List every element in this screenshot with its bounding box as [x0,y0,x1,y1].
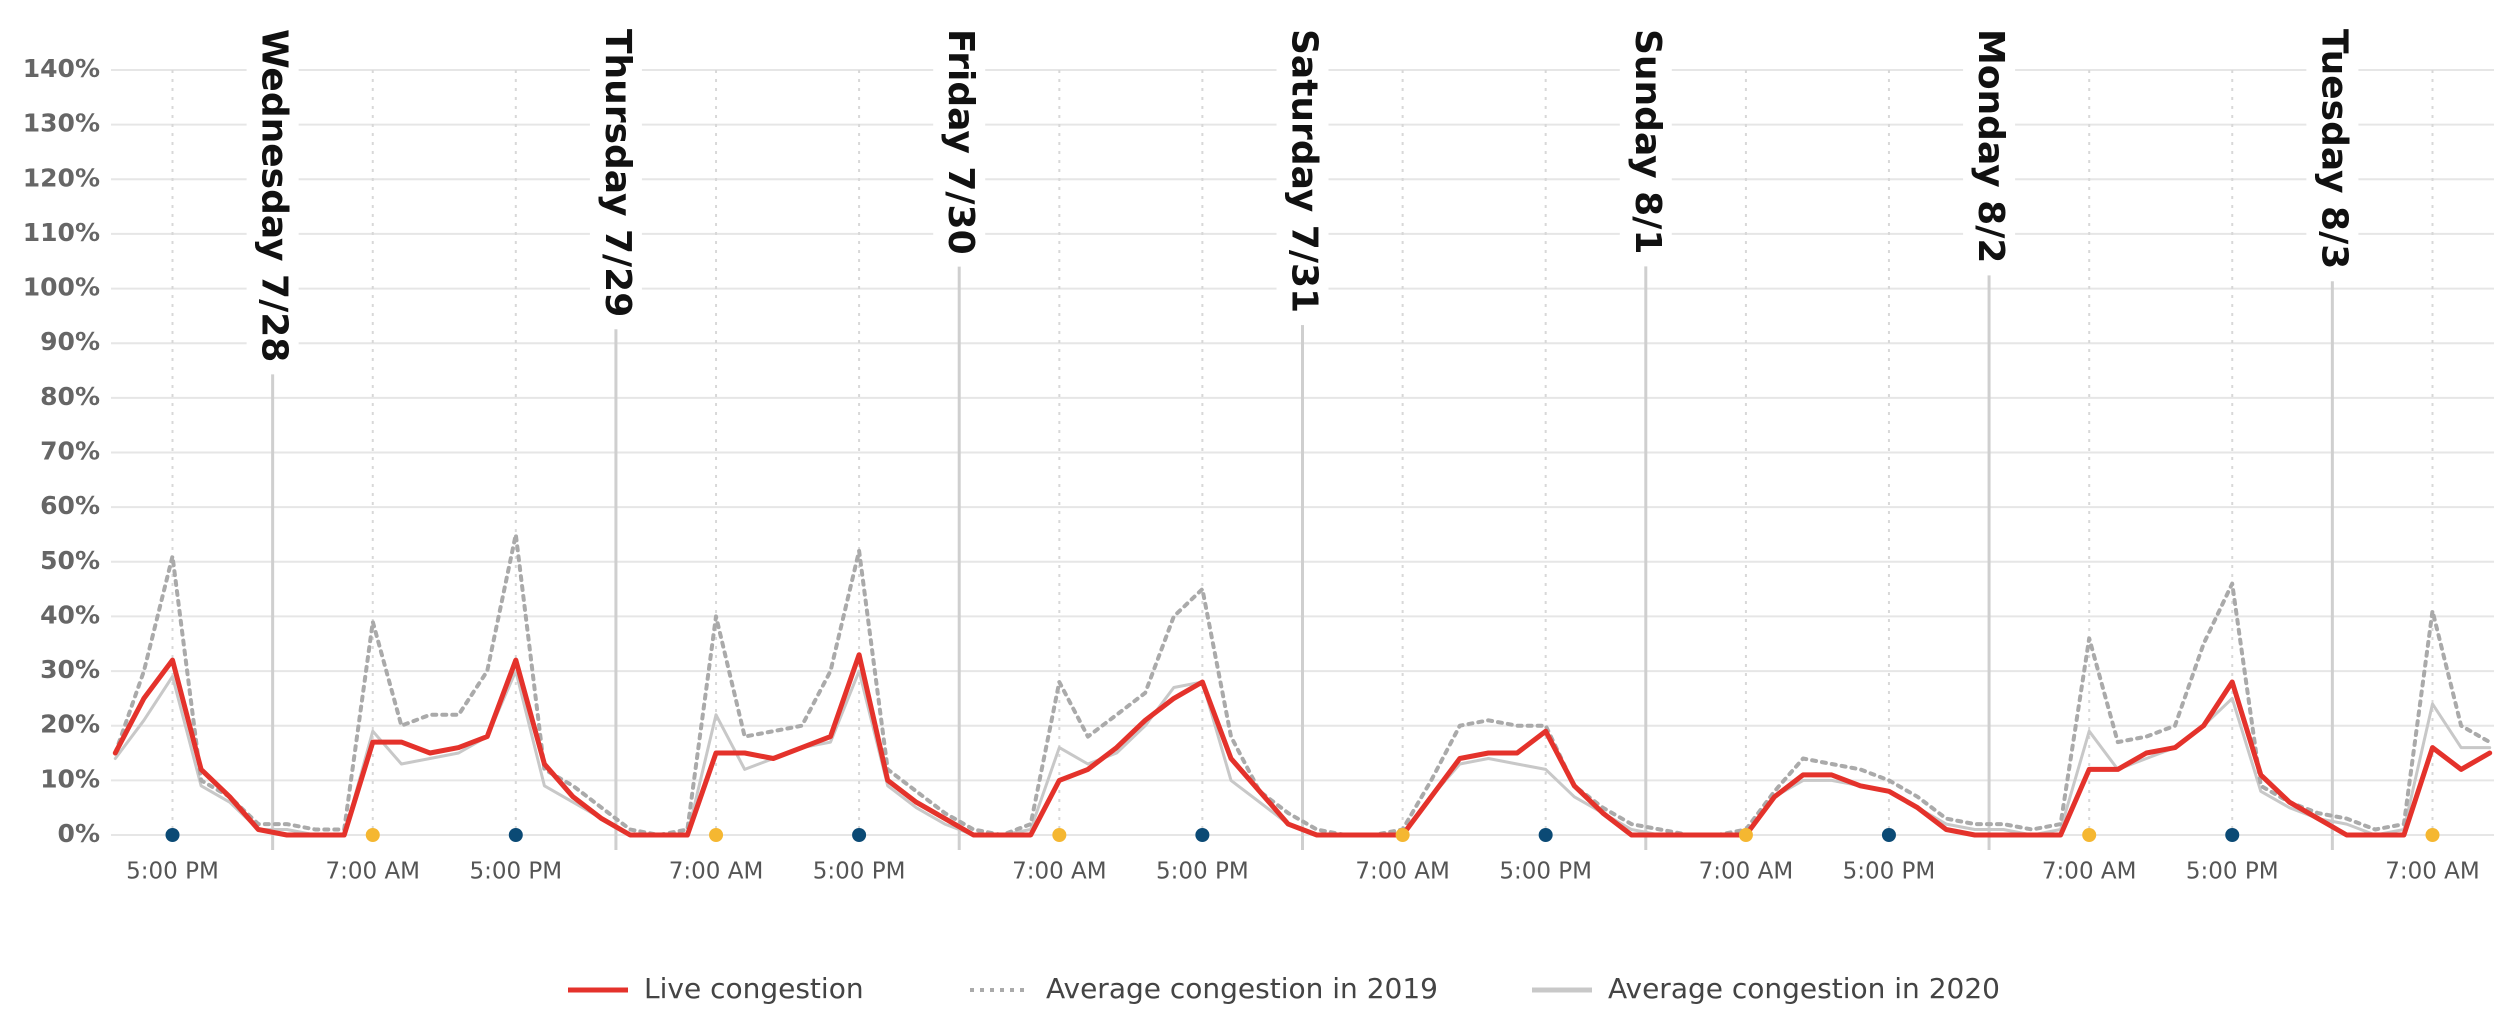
tick-dot [365,828,380,842]
y-tick-label: 120% [23,163,100,192]
x-tick-label: 5:00 PM [1499,859,1592,885]
tick-dot [1881,828,1896,842]
day-label-bg [589,21,642,330]
tick-dot [2225,828,2240,842]
day-label: Wednesday 7/28 [254,29,295,362]
day-label-bg [1963,21,2016,276]
y-tick-label: 100% [23,273,100,302]
legend-label: Average congestion in 2019 [1046,972,1438,1005]
y-tick-label: 30% [40,655,100,684]
tick-dot [1195,828,1210,842]
day-label: Friday 7/30 [940,29,981,255]
y-tick-label: 0% [58,819,100,848]
day-label-bg [1276,21,1329,326]
day-label: Sunday 8/1 [1627,29,1668,254]
x-tick-label: 5:00 PM [1156,859,1249,885]
y-tick-label: 110% [23,218,100,247]
tick-dot [508,828,523,842]
tick-dot [2425,828,2440,842]
day-label-group: Saturday 7/31 [1276,21,1329,326]
legend-label: Live congestion [644,972,864,1005]
x-tick-label: 7:00 AM [1355,859,1450,885]
x-tick-label: 7:00 AM [1699,859,1794,885]
legend-label: Average congestion in 2020 [1608,972,2000,1005]
day-label-group: Thursday 7/29 [589,21,642,330]
day-label: Thursday 7/29 [597,29,638,317]
series-line [113,532,2492,837]
tick-dot [1538,828,1553,842]
y-tick-label: 10% [40,764,100,793]
tick-dot [2082,828,2097,842]
tick-dot [709,828,724,842]
day-label-group: Wednesday 7/28 [246,21,299,375]
day-label-bg [246,21,299,375]
day-label: Tuesday 8/3 [2313,29,2354,269]
y-tick-label: 70% [40,437,100,466]
x-tick-label: 7:00 AM [669,859,764,885]
y-tick-label: 130% [23,109,100,138]
x-tick-label: 5:00 PM [1843,859,1936,885]
day-label: Saturday 7/31 [1284,29,1325,313]
x-tick-label: 7:00 AM [1012,859,1107,885]
y-tick-label: 40% [40,600,100,629]
day-label-group: Friday 7/30 [933,21,986,267]
y-tick-label: 20% [40,710,100,739]
x-tick-label: 7:00 AM [2042,859,2137,885]
series-line [112,652,2493,838]
x-tick-label: 5:00 PM [469,859,562,885]
y-tick-label: 50% [40,546,100,575]
tick-dot [852,828,867,842]
tick-dot [1738,828,1753,842]
day-label-group: Monday 8/2 [1963,21,2016,276]
x-tick-label: 5:00 PM [813,859,906,885]
x-tick-label: 7:00 AM [325,859,420,885]
x-tick-label: 5:00 PM [2186,859,2279,885]
y-tick-label: 90% [40,327,100,356]
x-tick-label: 5:00 PM [126,859,219,885]
day-label-bg [933,21,986,267]
tick-dot [1395,828,1410,842]
day-label: Monday 8/2 [1970,29,2011,263]
x-tick-label: 7:00 AM [2385,859,2480,885]
day-label-group: Sunday 8/1 [1619,21,1672,267]
y-tick-label: 60% [40,491,100,520]
tick-dot [1052,828,1067,842]
day-label-bg [1619,21,1672,267]
day-label-group: Tuesday 8/3 [2306,21,2359,282]
y-tick-label: 140% [23,54,100,83]
day-label-bg [2306,21,2359,282]
tick-dot [165,828,180,842]
y-tick-label: 80% [40,382,100,411]
